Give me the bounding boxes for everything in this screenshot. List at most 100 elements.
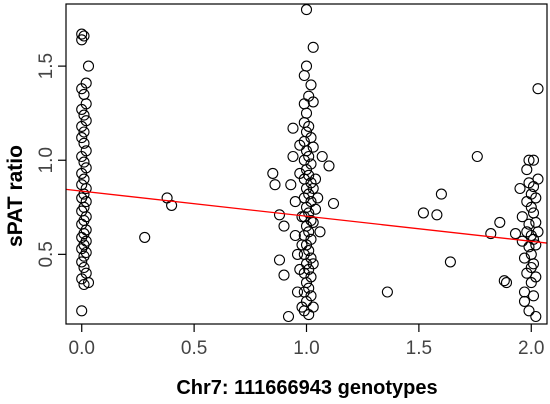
- data-point: [303, 150, 315, 163]
- data-point: [307, 96, 319, 108]
- data-point: [291, 248, 304, 260]
- data-point: [307, 141, 319, 153]
- data-point: [76, 305, 88, 317]
- data-point: [312, 192, 324, 204]
- data-point: [316, 150, 328, 163]
- regression-line-layer: [65, 188, 548, 244]
- data-point: [287, 150, 299, 163]
- data-point: [307, 258, 319, 270]
- data-point: [523, 154, 535, 166]
- data-point: [78, 250, 90, 262]
- data-point: [305, 290, 317, 302]
- data-point: [305, 158, 317, 170]
- data-point: [494, 216, 506, 228]
- data-point: [518, 295, 531, 307]
- data-point: [327, 197, 340, 210]
- data-point: [78, 137, 90, 149]
- x-tick-label: 1.5: [406, 338, 432, 359]
- data-point: [76, 120, 88, 132]
- data-point: [303, 282, 315, 294]
- data-point: [289, 229, 301, 242]
- data-point: [527, 154, 540, 166]
- data-point: [278, 220, 290, 232]
- data-point: [307, 41, 319, 53]
- data-point: [303, 169, 315, 181]
- data-point: [307, 301, 319, 313]
- data-point: [431, 209, 443, 221]
- data-point: [273, 254, 286, 266]
- data-point: [314, 226, 326, 238]
- data-point: [527, 290, 540, 302]
- data-point: [303, 207, 315, 219]
- data-point: [267, 167, 279, 179]
- data-point: [273, 209, 286, 221]
- data-point: [291, 286, 304, 298]
- data-point: [530, 192, 542, 204]
- data-point: [518, 252, 531, 264]
- y-axis: 0.5 1.0 1.5: [36, 53, 66, 268]
- x-tick-label: 1.0: [293, 338, 319, 359]
- data-point: [80, 182, 92, 195]
- data-point: [498, 275, 510, 287]
- data-point: [305, 79, 317, 91]
- data-point: [76, 256, 88, 268]
- data-point: [269, 179, 281, 191]
- data-point: [80, 196, 92, 208]
- data-point: [78, 126, 90, 138]
- data-point: [76, 132, 88, 144]
- data-point: [76, 103, 88, 115]
- data-point: [303, 245, 315, 257]
- data-point: [285, 179, 297, 191]
- data-point: [532, 83, 544, 95]
- y-tick-label: 1.0: [36, 147, 57, 173]
- data-point: [500, 277, 513, 289]
- data-point: [76, 28, 88, 40]
- data-point: [523, 218, 535, 230]
- regression-line: [65, 188, 548, 244]
- data-point: [485, 228, 497, 240]
- data-point: [417, 207, 429, 219]
- data-point: [305, 252, 317, 264]
- data-point: [523, 305, 535, 317]
- data-point: [305, 233, 317, 245]
- data-point: [530, 271, 542, 283]
- data-point: [309, 203, 322, 215]
- data-point: [282, 310, 295, 323]
- data-point: [381, 286, 393, 298]
- data-point: [514, 182, 526, 195]
- data-point: [471, 150, 483, 163]
- data-point: [76, 83, 88, 95]
- data-point: [78, 109, 90, 121]
- data-point: [287, 122, 299, 134]
- data-point: [305, 214, 317, 227]
- data-point: [323, 160, 335, 172]
- data-point: [532, 173, 544, 185]
- data-point: [435, 188, 447, 200]
- data-point: [444, 256, 456, 268]
- data-point: [78, 156, 90, 168]
- data-point: [532, 226, 544, 238]
- data-point: [509, 228, 522, 240]
- data-point: [527, 258, 540, 270]
- x-tick-label: 2.0: [518, 338, 544, 359]
- data-point: [300, 107, 313, 119]
- data-point: [300, 145, 313, 157]
- data-point: [76, 273, 88, 285]
- x-tick-label: 0.0: [69, 338, 95, 359]
- data-point: [76, 150, 88, 163]
- x-axis: 0.0 0.5 1.0 1.5 2.0: [69, 324, 544, 359]
- data-point: [530, 239, 542, 251]
- data-point: [139, 231, 151, 243]
- data-point: [516, 211, 528, 223]
- x-tick-label: 0.5: [181, 338, 207, 359]
- data-point: [525, 201, 537, 213]
- data-point: [82, 60, 95, 72]
- data-point: [166, 199, 178, 211]
- data-point: [78, 261, 90, 274]
- data-point: [300, 60, 313, 72]
- y-axis-label: sPAT ratio: [4, 145, 27, 247]
- data-point: [300, 4, 313, 16]
- data-point: [303, 120, 315, 132]
- data-point: [530, 310, 542, 323]
